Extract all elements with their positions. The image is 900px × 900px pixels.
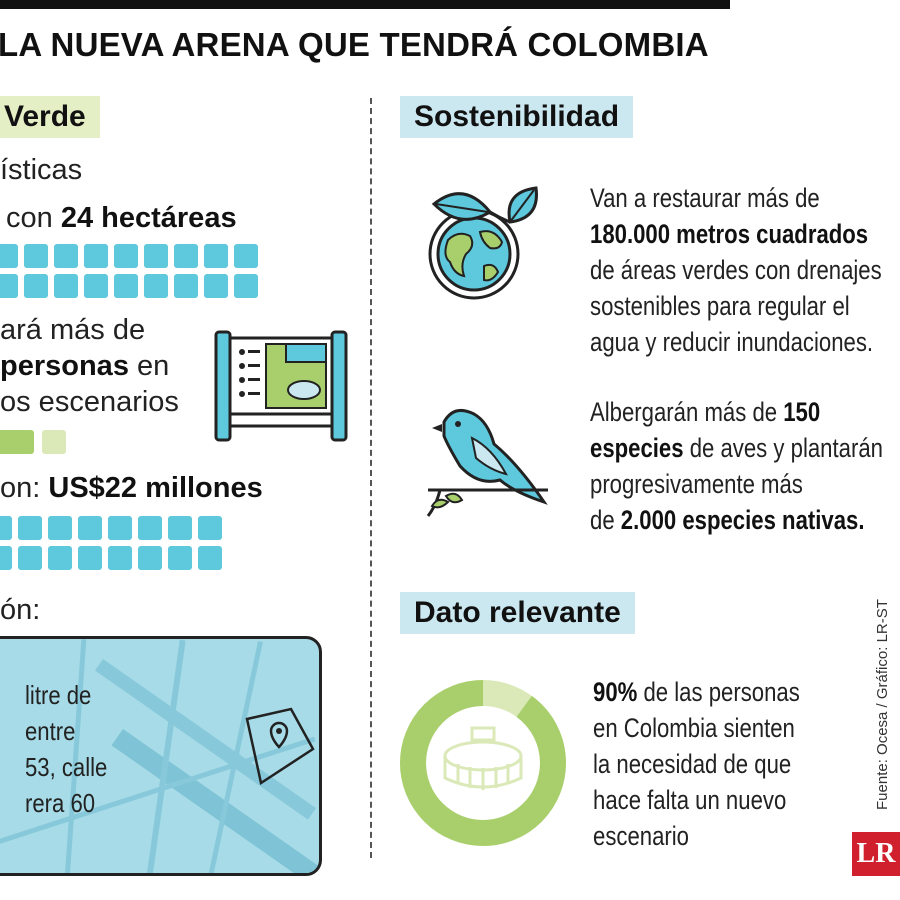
square-hectareas <box>234 244 258 268</box>
dato-line-2: en Colombia sienten <box>593 713 795 743</box>
square-inversion <box>198 516 222 540</box>
square-hectareas <box>234 274 258 298</box>
square-hectareas <box>54 244 78 268</box>
square-hectareas <box>114 244 138 268</box>
verde-label: Verde <box>0 96 100 138</box>
verde-label-text: Verde <box>4 100 86 133</box>
sostenibilidad-text: Van a restaurar más de 180.000 metros cu… <box>590 180 900 360</box>
square-hectareas <box>114 274 138 298</box>
bird-icon <box>420 398 560 533</box>
square-hectareas <box>54 274 78 298</box>
sost-line-1: Van a restaurar más de <box>590 183 820 213</box>
dato-relevante-label-text: Dato relevante <box>414 596 621 629</box>
square-hectareas <box>84 244 108 268</box>
page-title: LA NUEVA ARENA QUE TENDRÁ COLOMBIA <box>0 26 709 63</box>
map-text-4: rera 60 <box>25 788 96 818</box>
left-line-2: con 24 hectáreas <box>6 200 237 236</box>
left-line-7: ón: <box>0 594 41 626</box>
square-inversion <box>138 546 162 570</box>
dato-line-5: escenario <box>593 821 690 851</box>
lr-logo-text: LR <box>856 838 896 869</box>
map-text-2: entre <box>25 716 76 746</box>
square-inversion <box>168 516 192 540</box>
square-inversion <box>168 546 192 570</box>
dato-text: 90% de las personas en Colombia sienten … <box>593 674 845 854</box>
esp-line-4: de 2.000 especies nativas. <box>590 502 883 538</box>
esp-line-2: especies de aves y plantarán <box>590 430 883 466</box>
square-hectareas <box>24 274 48 298</box>
square-inversion <box>48 516 72 540</box>
square-hectareas <box>144 244 168 268</box>
left-line-4-post: en <box>128 350 170 382</box>
sostenibilidad-label-text: Sostenibilidad <box>414 100 620 133</box>
map-text-1: litre de <box>25 680 92 710</box>
map-pin-icon <box>241 705 317 790</box>
sost-line-5: agua y reducir inundaciones. <box>590 327 874 357</box>
square-inversion <box>0 546 12 570</box>
square-hectareas <box>84 274 108 298</box>
square-inversion <box>198 546 222 570</box>
sost-line-2: 180.000 metros cuadrados <box>590 219 869 249</box>
esp-line-1: Albergarán más de 150 <box>590 394 883 430</box>
top-bar <box>0 0 730 9</box>
square-inversion <box>138 516 162 540</box>
esp-line-2-post: de aves y plantarán <box>683 433 883 463</box>
square-hectareas <box>174 244 198 268</box>
left-line-5: os escenarios <box>0 386 179 418</box>
map-text-3: 53, calle <box>25 752 108 782</box>
percent-value: 90% <box>593 677 638 707</box>
square-inversion <box>78 546 102 570</box>
lr-logo: LR <box>852 832 900 876</box>
square-hectareas <box>174 274 198 298</box>
especies-word: especies <box>590 433 684 463</box>
sost-line-3: de áreas verdes con drenajes <box>590 255 882 285</box>
square-inversion <box>0 516 12 540</box>
left-line-3: ará más de <box>0 314 146 346</box>
square-hectareas <box>144 274 168 298</box>
dato-line-1: 90% de las personas <box>593 674 800 710</box>
sost-line-4: sostenibles para regular el <box>590 291 850 321</box>
location-map: litre de entre 53, calle rera 60 <box>0 636 322 876</box>
square-hectareas <box>204 244 228 268</box>
square-inversion <box>18 546 42 570</box>
stadium-map-board-icon <box>214 330 348 442</box>
square-inversion <box>108 546 132 570</box>
esp-line-4-pre: de <box>590 505 621 535</box>
square-personas <box>10 430 34 454</box>
stadium-icon <box>443 726 523 790</box>
percent-donut <box>400 680 566 851</box>
sostenibilidad-label: Sostenibilidad <box>400 96 634 138</box>
left-line-4: personas en <box>0 348 169 384</box>
especies-text: Albergarán más de 150 especies de aves y… <box>590 394 900 538</box>
square-inversion <box>18 516 42 540</box>
source-text: Fuente: Ocesa / Gráfico: LR-ST <box>874 599 891 810</box>
left-line-6: on: US$22 millones <box>0 470 263 506</box>
inversion-value: US$22 millones <box>48 472 263 504</box>
earth-leaves-icon <box>414 182 554 307</box>
square-hectareas <box>204 274 228 298</box>
square-personas <box>42 430 66 454</box>
left-line-2-pre: con <box>6 202 61 234</box>
left-line-1: ísticas <box>0 154 83 186</box>
square-hectareas <box>24 244 48 268</box>
dato-line-4: hace falta un nuevo <box>593 785 787 815</box>
dato-relevante-label: Dato relevante <box>400 592 635 634</box>
square-hectareas <box>0 274 18 298</box>
square-hectareas <box>0 244 18 268</box>
source-credit: Fuente: Ocesa / Gráfico: LR-ST <box>874 599 900 810</box>
column-divider <box>370 98 372 858</box>
esp-line-3: progresivamente más <box>590 469 803 499</box>
esp-line-1-pre: Albergarán más de <box>590 397 784 427</box>
hectareas-value: 24 hectáreas <box>60 202 237 234</box>
square-inversion <box>108 516 132 540</box>
personas-value: personas <box>0 350 129 382</box>
map-address: litre de entre 53, calle rera 60 <box>25 677 122 821</box>
nativas-value: 2.000 especies nativas. <box>620 505 865 535</box>
left-line-6-pre: on: <box>0 472 49 504</box>
dato-line-1-post: de las personas <box>637 677 800 707</box>
square-inversion <box>48 546 72 570</box>
square-inversion <box>78 516 102 540</box>
aves-value: 150 <box>783 397 821 427</box>
dato-line-3: la necesidad de que <box>593 749 792 779</box>
